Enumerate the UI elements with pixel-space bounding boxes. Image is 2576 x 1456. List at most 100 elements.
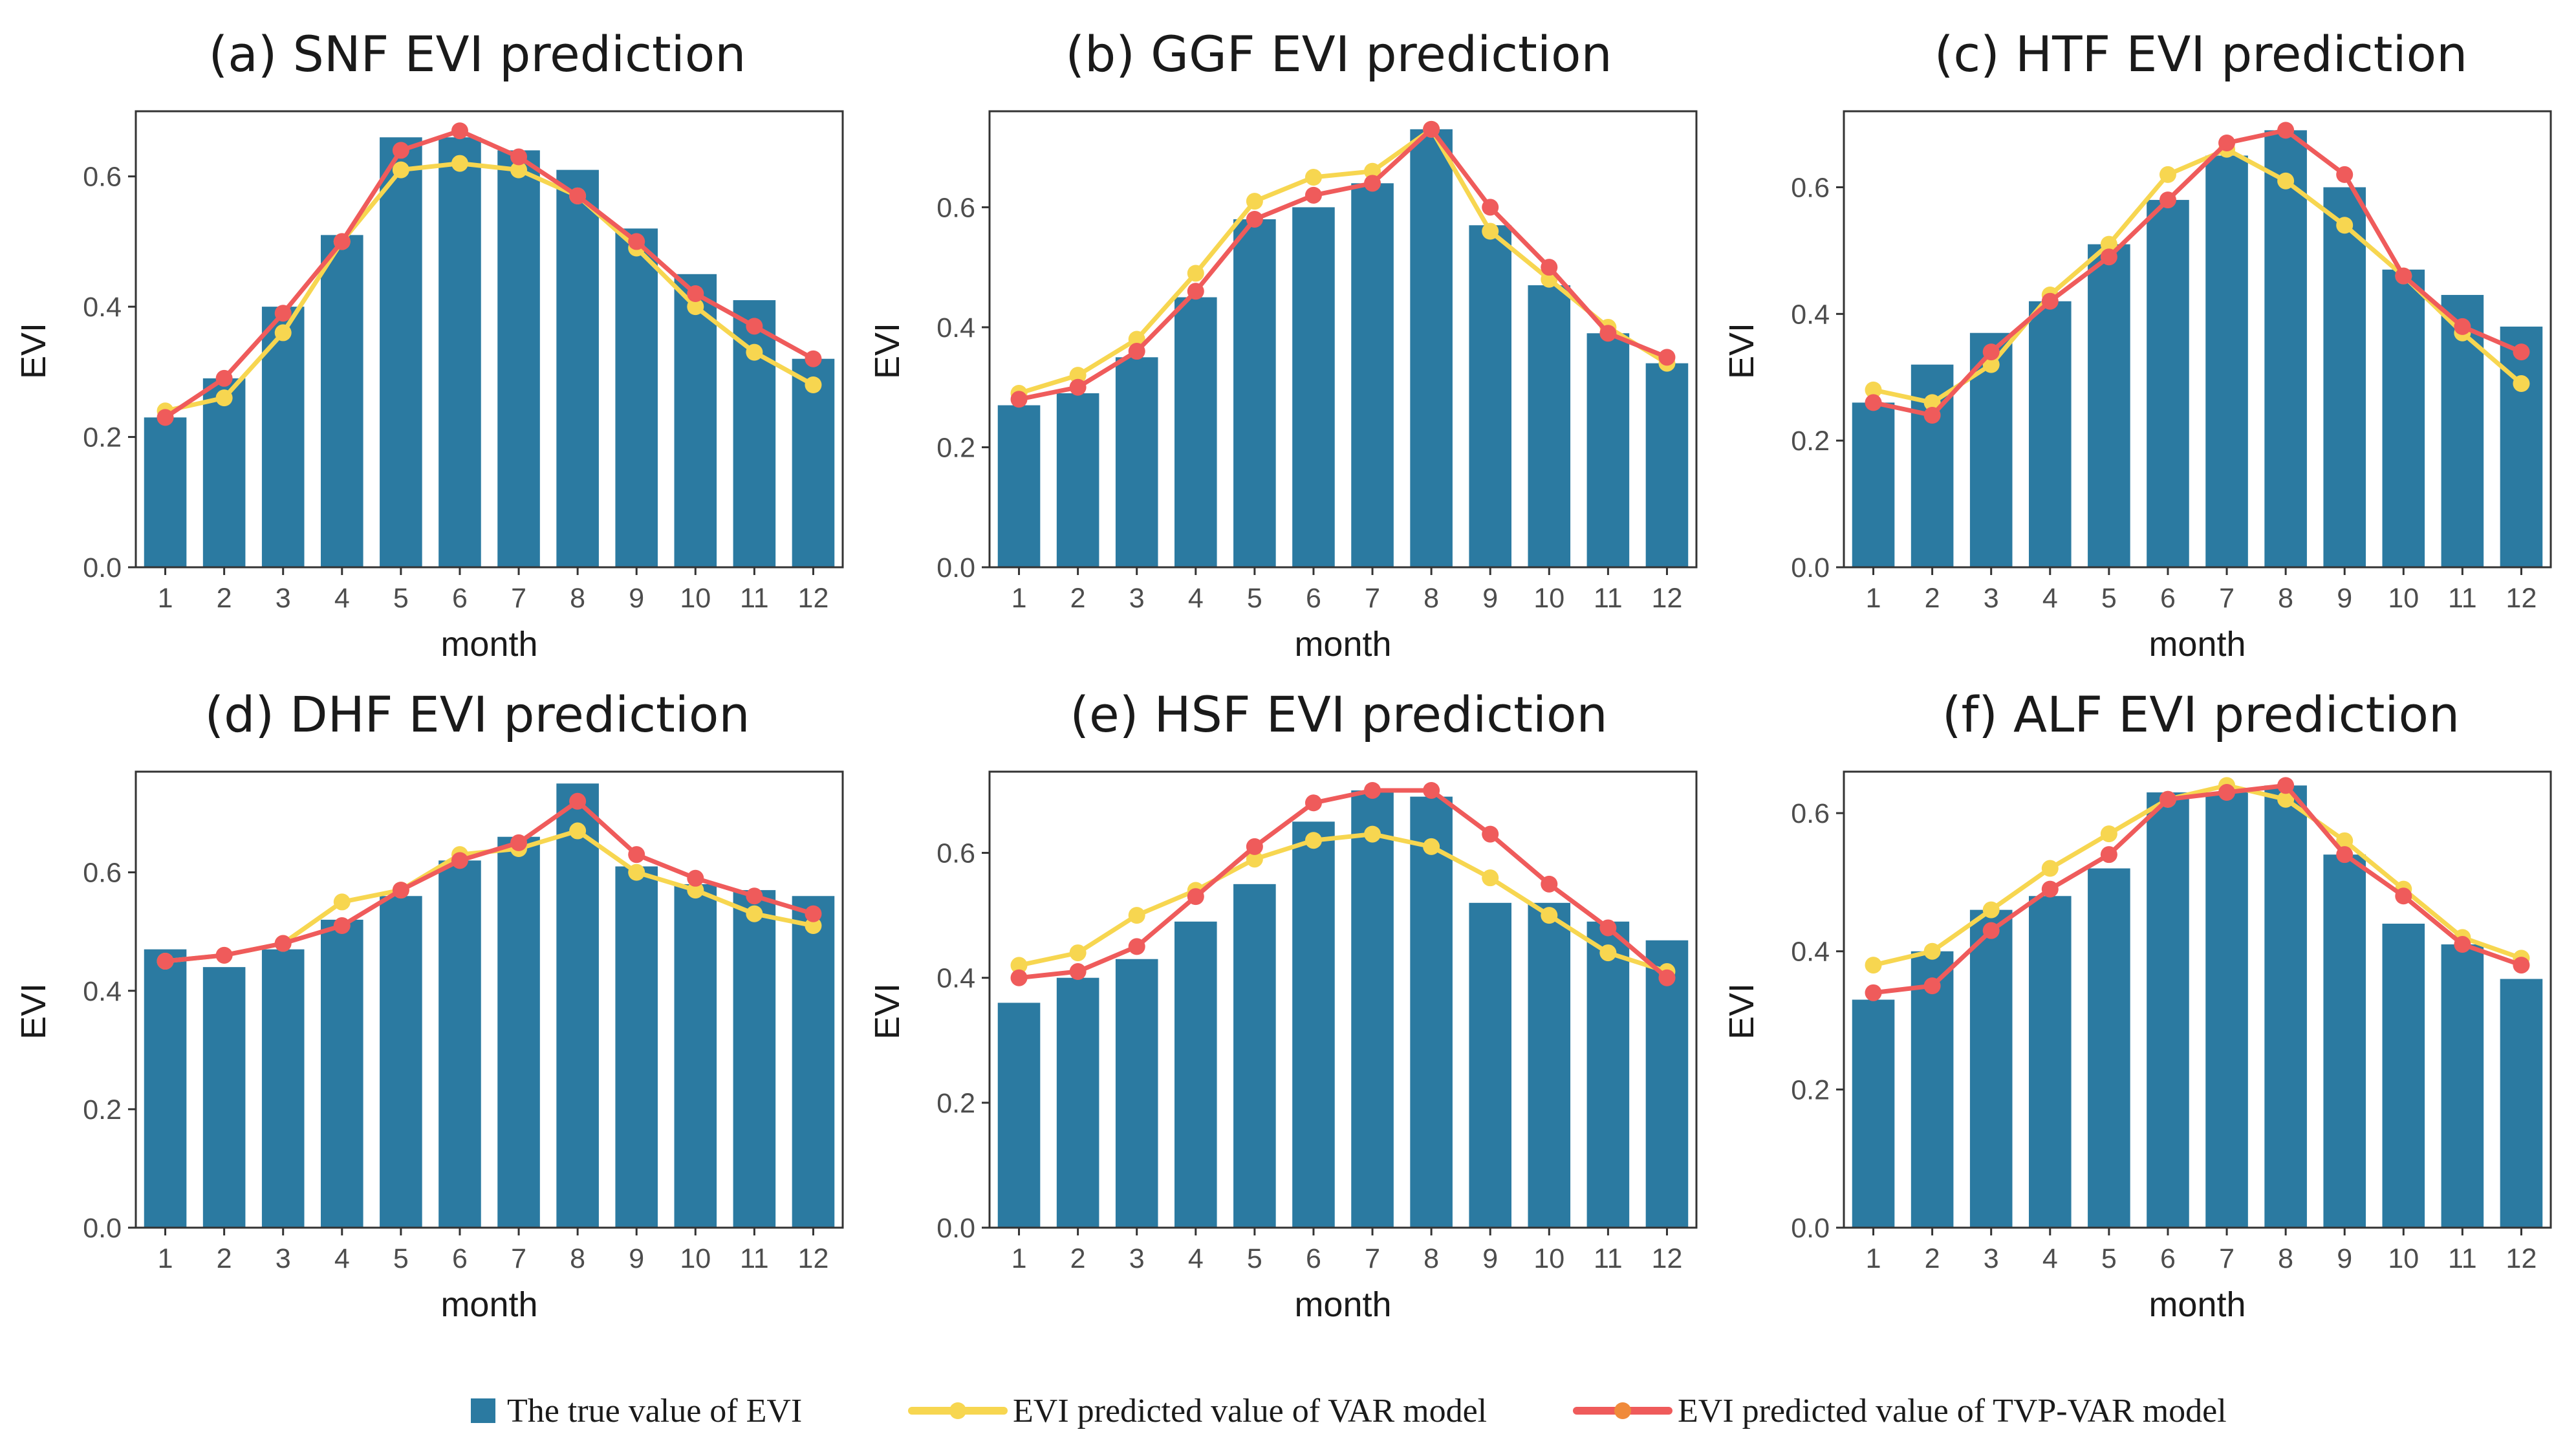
line-tvp-series: [1871, 127, 2524, 418]
bar-true-evi: [2382, 269, 2425, 567]
bar-true-evi: [1645, 940, 1689, 1228]
x-tick-label: 8: [2278, 1243, 2293, 1274]
chart-title: (a) SNF EVI prediction: [209, 25, 746, 83]
x-tick-label: 10: [1533, 583, 1564, 614]
x-tick-label: 10: [2388, 583, 2419, 614]
bar-true-evi: [2205, 792, 2248, 1228]
point-var: [746, 343, 763, 361]
point-tvp: [1658, 969, 1676, 986]
line-var-series: [1017, 127, 1669, 396]
point-tvp: [2336, 846, 2354, 864]
point-var: [2041, 860, 2059, 877]
bar-true-evi: [261, 949, 305, 1228]
bar-true-evi: [1174, 921, 1217, 1228]
point-var: [2159, 166, 2176, 183]
point-var: [1364, 162, 1381, 180]
point-tvp: [1246, 838, 1263, 855]
point-tvp: [1865, 394, 1882, 411]
x-tick-label: 7: [511, 583, 526, 614]
bar-true-evi: [997, 1003, 1041, 1228]
y-axis-label: EVI: [14, 983, 53, 1039]
point-var: [1069, 367, 1087, 384]
point-tvp: [2395, 267, 2412, 285]
point-var: [392, 161, 409, 179]
x-tick-label: 8: [570, 1243, 585, 1274]
point-tvp: [1187, 283, 1204, 300]
bar-true-evi: [2323, 187, 2366, 567]
point-tvp: [1304, 186, 1322, 204]
bar-true-evi: [674, 884, 717, 1228]
point-tvp: [1423, 120, 1440, 138]
point-var: [1865, 381, 1882, 398]
bar-true-evi: [2264, 130, 2307, 567]
point-tvp: [1923, 977, 1941, 995]
bar-true-evi: [1586, 333, 1630, 567]
y-tick-label: 0.0: [83, 552, 122, 583]
point-var: [2336, 217, 2354, 234]
bar-true-evi: [144, 949, 187, 1228]
x-tick-label: 4: [2042, 583, 2058, 614]
x-tick-label: 5: [2101, 1243, 2117, 1274]
bar-true-evi: [2382, 924, 2425, 1228]
point-var: [1423, 838, 1440, 855]
bar-true-evi: [202, 967, 246, 1228]
x-tick-label: 2: [1925, 583, 1940, 614]
point-tvp: [2218, 134, 2236, 151]
bar-true-evi: [321, 919, 363, 1228]
x-tick-label: 2: [1925, 1243, 1940, 1274]
bar-true-evi: [144, 417, 187, 567]
y-axis-label: EVI: [14, 323, 53, 379]
x-tick-label: 10: [2388, 1243, 2419, 1274]
x-axis-label: month: [2148, 1285, 2246, 1324]
point-var: [2277, 172, 2295, 190]
bar-true-evi: [1292, 821, 1335, 1228]
y-tick-label: 0.2: [1791, 1074, 1830, 1105]
bar-true-evi: [1969, 909, 2013, 1228]
point-var: [628, 864, 645, 881]
point-var: [2513, 375, 2530, 393]
bar-true-evi: [1852, 402, 1895, 567]
point-tvp: [1069, 378, 1087, 396]
x-tick-label: 3: [1984, 1243, 1999, 1274]
x-tick-label: 5: [2101, 583, 2117, 614]
point-tvp: [2395, 887, 2412, 905]
point-tvp: [1599, 325, 1617, 342]
point-tvp: [2277, 122, 2295, 139]
x-tick-label: 11: [1594, 1243, 1623, 1274]
y-tick-label: 0.6: [936, 838, 975, 869]
point-tvp: [2513, 957, 2530, 974]
bar-true-evi: [615, 228, 658, 567]
y-tick-label: 0.4: [936, 963, 975, 994]
line-tvp-series: [163, 799, 816, 964]
bar-true-evi: [1528, 902, 1571, 1228]
chart-title: (e) HSF EVI prediction: [1070, 686, 1607, 743]
panel-border: [135, 110, 844, 569]
point-tvp: [2454, 318, 2471, 335]
x-tick-label: 9: [1482, 1243, 1498, 1274]
point-var: [1246, 193, 1263, 210]
x-tick-label: 8: [1423, 1243, 1439, 1274]
x-tick-label: 4: [334, 583, 350, 614]
bar-true-evi: [2029, 896, 2072, 1228]
point-tvp: [1187, 888, 1204, 906]
point-tvp: [2454, 936, 2471, 953]
point-tvp: [1482, 199, 1499, 216]
point-tvp: [2159, 790, 2176, 808]
point-tvp: [2159, 191, 2176, 209]
bar-true-evi: [2264, 785, 2307, 1228]
point-tvp: [274, 935, 292, 952]
point-tvp: [1982, 922, 2000, 939]
y-tick-label: 0.6: [83, 162, 122, 193]
point-tvp: [628, 233, 645, 250]
x-tick-label: 7: [2219, 1243, 2235, 1274]
legend-point-tvp: [1614, 1402, 1631, 1419]
point-tvp: [2041, 880, 2059, 898]
x-axis-label: month: [2148, 625, 2246, 664]
y-tick-label: 0.4: [936, 312, 975, 343]
x-tick-label: 6: [2160, 583, 2176, 614]
point-tvp: [687, 869, 704, 887]
y-tick-label: 0.0: [83, 1213, 122, 1244]
line-tvp-series: [1871, 783, 2524, 995]
point-tvp: [1599, 919, 1617, 937]
